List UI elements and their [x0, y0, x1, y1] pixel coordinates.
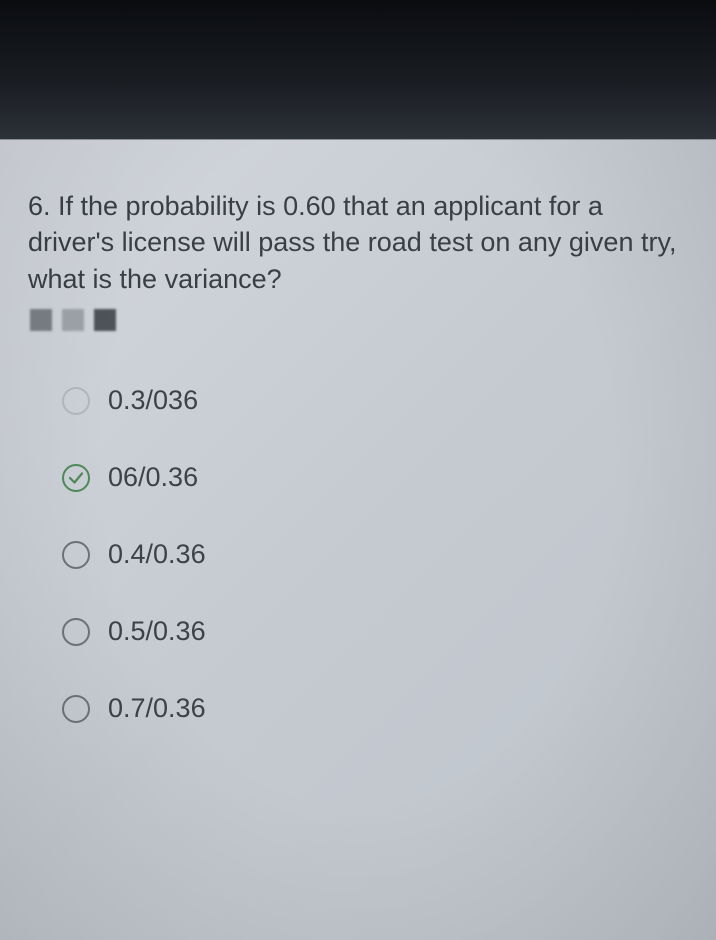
question-card: 6. If the probability is 0.60 that an ap… — [0, 140, 716, 940]
option-label: 06/0.36 — [108, 462, 198, 493]
pixel-block — [30, 309, 52, 331]
radio-icon[interactable] — [62, 387, 90, 415]
radio-icon[interactable] — [62, 695, 90, 723]
options-list: 0.3/036 06/0.36 0.4/0.36 — [62, 385, 688, 724]
option-label: 0.7/0.36 — [108, 693, 206, 724]
radio-icon[interactable] — [62, 464, 90, 492]
option-label: 0.5/0.36 — [108, 616, 206, 647]
pixel-block — [62, 309, 84, 331]
pixel-block — [94, 309, 116, 331]
option-e[interactable]: 0.7/0.36 — [62, 693, 688, 724]
option-a[interactable]: 0.3/036 — [62, 385, 688, 416]
option-b[interactable]: 06/0.36 — [62, 462, 688, 493]
radio-icon[interactable] — [62, 618, 90, 646]
question-text: 6. If the probability is 0.60 that an ap… — [28, 188, 688, 297]
check-icon — [67, 469, 85, 487]
window-topbar — [0, 0, 716, 140]
option-c[interactable]: 0.4/0.36 — [62, 539, 688, 570]
option-label: 0.3/036 — [108, 385, 198, 416]
radio-icon[interactable] — [62, 541, 90, 569]
option-d[interactable]: 0.5/0.36 — [62, 616, 688, 647]
option-label: 0.4/0.36 — [108, 539, 206, 570]
points-indicator — [30, 309, 688, 331]
